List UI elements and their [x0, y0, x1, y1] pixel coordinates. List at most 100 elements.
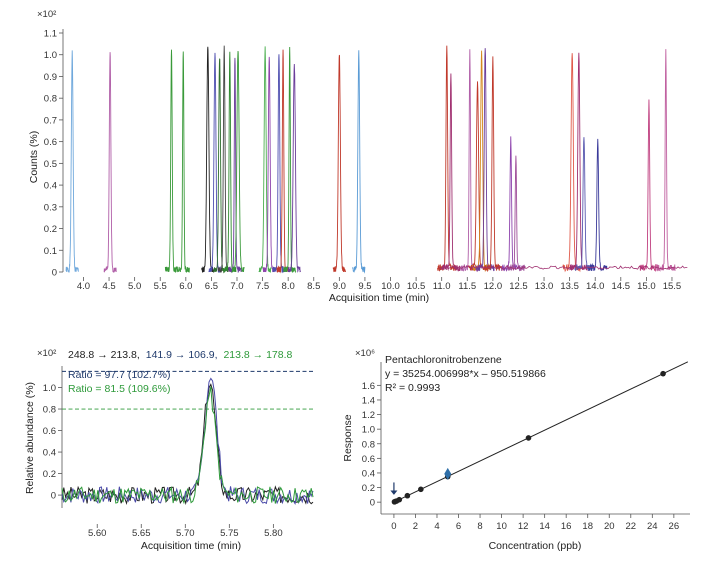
- chromatogram-multiplier: ×10²: [37, 9, 56, 20]
- chromatogram-peak: [639, 99, 659, 272]
- calibration-highlight-marker: [444, 467, 452, 480]
- chromatogram-ytick-label: 0.2: [44, 224, 57, 235]
- calibration-panel: ×10⁶ Response Concentration (ppb) 0 0.2 0.…: [342, 348, 690, 552]
- chromatogram-xtick-label: 12.0: [484, 281, 503, 292]
- chromatogram-peak: [208, 52, 222, 274]
- chromatogram-xtick-label: 9.0: [333, 281, 346, 292]
- calibration-xtick-label: 26: [669, 521, 680, 532]
- chromatogram-xtick-label: 7.0: [230, 281, 243, 292]
- chromatogram-peak: [103, 52, 117, 273]
- chromatogram-xtick-label: 5.5: [154, 281, 167, 292]
- ratio-label-2: Ratio = 81.5 (109.6%): [68, 383, 170, 395]
- chromatogram-peak: [441, 73, 461, 272]
- ion-ratio-panel: ×10² Relative abundance (%) Acquisition …: [24, 348, 314, 552]
- chromatogram-xlabel: Acquisition time (min): [329, 292, 429, 304]
- calibration-xtick-label: 18: [582, 521, 593, 532]
- ion-trace: [61, 386, 314, 505]
- chromatogram-xtick-label: 8.5: [307, 281, 320, 292]
- calibration-point: [418, 486, 424, 493]
- chromatogram-xtick-label: 7.5: [256, 281, 269, 292]
- ratio-label-1: Ratio = 97.7 (102.7%): [68, 369, 170, 381]
- ion-ratio-multiplier: ×10²: [37, 348, 56, 359]
- chromatogram-ytick-label: 0.8: [44, 94, 57, 105]
- ion-ratio-ytick-label: 0.4: [43, 448, 56, 459]
- chromatogram-peak: [272, 54, 286, 274]
- ion-ratio-xtick-label: 5.65: [132, 528, 151, 539]
- chromatogram-xtick-label: 15.0: [637, 281, 656, 292]
- chromatogram-peak: [228, 57, 242, 274]
- chromatogram-xtick-label: 11.0: [433, 281, 451, 292]
- chromatogram-ytick-label: 1.0: [44, 50, 57, 61]
- chromatogram-baseline: [439, 265, 688, 270]
- chromatogram-peak: [164, 49, 178, 273]
- chromatogram-xtick-label: 4.5: [102, 281, 115, 292]
- calibration-xtick-label: 0: [391, 521, 396, 532]
- ion-ratio-ytick-label: 0.6: [43, 426, 56, 437]
- chromatogram-ytick-label: 0.6: [44, 137, 57, 148]
- calibration-xtick-label: 24: [647, 521, 658, 532]
- chromatogram-ytick-label: 0.5: [44, 159, 57, 170]
- transition-label-1: 248.8 → 213.8,: [68, 349, 140, 361]
- calibration-arrow-head: [390, 490, 398, 495]
- calibration-compound: Pentachloronitrobenzene: [385, 354, 502, 366]
- chromatogram-peak: [352, 50, 366, 274]
- transition-labels: 248.8 → 213.8, 141.9 → 106.9, 213.8 → 17…: [68, 349, 293, 361]
- ion-ratio-ytick-label: 1.0: [43, 383, 56, 394]
- chromatogram-ytick-label: 1.1: [44, 29, 57, 40]
- calibration-xtick-label: 2: [413, 521, 418, 532]
- ion-trace: [61, 383, 314, 506]
- ion-ratio-ytick-label: 0.2: [43, 469, 56, 480]
- calibration-point: [525, 435, 532, 441]
- transition-label-2: 141.9 → 106.9,: [146, 349, 218, 361]
- ion-ratio-ytick-label: 0: [51, 491, 56, 502]
- chromatogram-xtick-label: 15.5: [663, 281, 682, 292]
- chromatogram-xtick-label: 13.0: [535, 281, 554, 292]
- chromatogram-peak: [467, 81, 488, 271]
- ion-ratio-xlabel: Acquisition time (min): [141, 540, 241, 552]
- calibration-ytick-label: 0.2: [362, 483, 375, 494]
- calibration-xtick-label: 6: [456, 521, 461, 532]
- calibration-r2: R² = 0.9993: [385, 382, 440, 394]
- calibration-xtick-label: 22: [625, 521, 636, 532]
- calibration-xtick-label: 4: [434, 521, 439, 532]
- chromatogram-peak: [283, 47, 297, 274]
- ion-ratio-ylabel: Relative abundance (%): [24, 382, 36, 494]
- chromatogram-peak: [506, 155, 526, 272]
- calibration-point: [396, 496, 403, 503]
- chromatogram-peak: [213, 58, 227, 274]
- chromatogram-xtick-label: 9.5: [358, 281, 371, 292]
- calibration-point: [404, 492, 411, 499]
- chromatogram-peak: [231, 51, 245, 274]
- chromatogram-peak: [588, 138, 608, 272]
- calibration-ytick-label: 0.4: [362, 468, 375, 479]
- chromatogram-xtick-label: 10.5: [407, 281, 426, 292]
- chromatogram-xtick-label: 11.5: [458, 281, 476, 292]
- ion-ratio-xtick-label: 5.75: [220, 528, 239, 539]
- chromatogram-peak: [437, 45, 457, 272]
- calibration-ytick-label: 0: [370, 498, 375, 509]
- chromatogram-peak: [501, 136, 521, 272]
- chromatogram-peak: [287, 64, 301, 273]
- chromatogram-peak: [176, 51, 190, 273]
- chromatogram-xtick-label: 4.0: [77, 281, 90, 292]
- calibration-multiplier: ×10⁶: [355, 348, 375, 359]
- chromatogram-xtick-label: 6.5: [205, 281, 218, 292]
- chromatogram-peak: [65, 50, 79, 273]
- chromatogram-peak: [569, 52, 589, 272]
- ion-ratio-xtick-label: 5.70: [176, 528, 195, 539]
- chromatogram-xtick-label: 14.0: [586, 281, 605, 292]
- calibration-xtick-label: 8: [477, 521, 482, 532]
- ion-ratio-ytick-label: 0.8: [43, 405, 56, 416]
- calibration-ylabel: Response: [342, 414, 354, 461]
- calibration-xtick-label: 20: [604, 521, 615, 532]
- ion-ratio-xtick-label: 5.60: [88, 528, 107, 539]
- ion-trace: [61, 377, 314, 506]
- chromatogram-peak: [562, 53, 582, 273]
- chromatogram-ytick-label: 0.7: [44, 115, 57, 126]
- chromatogram-ytick-label: 0.1: [44, 246, 57, 257]
- chromatogram-xtick-label: 14.5: [612, 281, 631, 292]
- chromatogram-peak: [332, 54, 346, 273]
- calibration-equation: y = 35254.006998*x – 950.519866: [385, 368, 546, 380]
- chromatogram-peak: [201, 46, 215, 273]
